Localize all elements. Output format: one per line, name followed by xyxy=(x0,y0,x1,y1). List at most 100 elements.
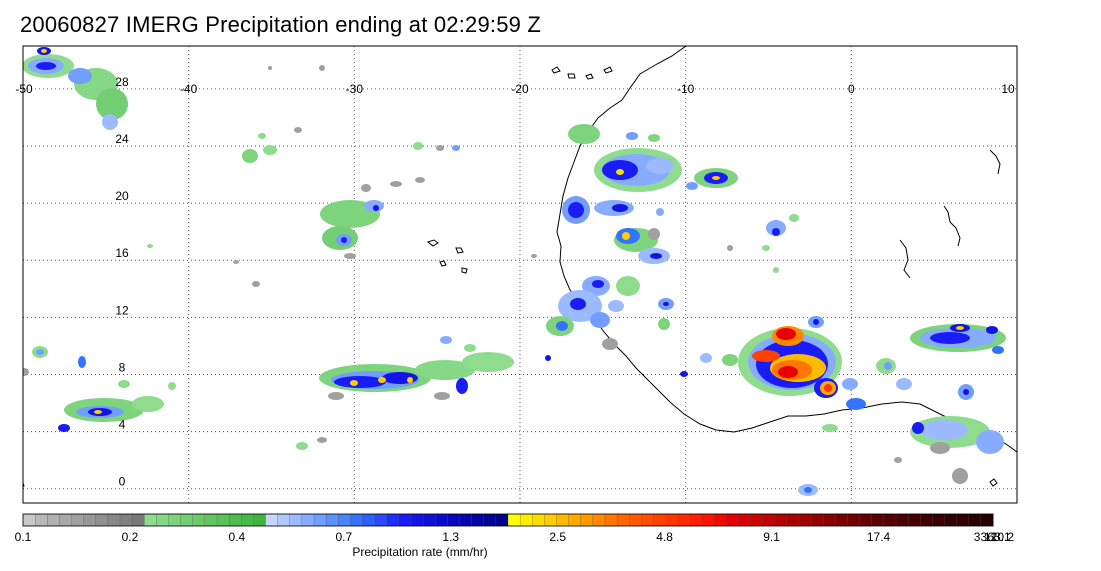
colorbar-swatch xyxy=(495,513,509,527)
colorbar-tick-label: 63.1 xyxy=(987,530,1011,544)
map-frame xyxy=(22,45,1018,504)
gulf-island xyxy=(989,478,998,487)
colorbar-swatch xyxy=(95,513,109,527)
colorbar-swatch xyxy=(325,513,339,527)
precip-cell xyxy=(680,316,866,410)
latitude-label: 4 xyxy=(119,418,126,432)
colorbar-swatch xyxy=(556,513,570,527)
colorbar-swatch xyxy=(22,513,36,527)
colorbar-swatch xyxy=(568,513,582,527)
colorbar-tick-label: 0.4 xyxy=(229,530,246,544)
colorbar-swatch xyxy=(907,513,921,527)
colorbar-swatch xyxy=(641,513,654,527)
colorbar-tick-label: 120.2 xyxy=(984,530,1014,544)
colorbar-swatch xyxy=(726,513,739,527)
colorbar-swatch xyxy=(386,513,400,527)
colorbar-swatch xyxy=(192,513,206,527)
canary-island xyxy=(585,73,594,80)
longitude-label: -30 xyxy=(346,82,364,96)
colorbar-swatch xyxy=(362,513,376,527)
colorbar-swatch xyxy=(883,513,897,527)
graticule xyxy=(23,46,1017,503)
inland-water-feature xyxy=(899,239,911,279)
longitude-label: -10 xyxy=(677,82,695,96)
colorbar-swatch xyxy=(592,513,606,527)
colorbar-swatch xyxy=(944,513,958,527)
colorbar-swatch xyxy=(107,513,121,527)
precip-cell xyxy=(568,124,738,192)
colorbar-swatch xyxy=(859,513,873,527)
precip-cell xyxy=(23,47,128,130)
latitude-label: 20 xyxy=(115,189,129,203)
colorbar-swatch xyxy=(156,513,169,527)
colorbar-tick-label: 33.1 xyxy=(974,530,998,544)
colorbar-swatch xyxy=(519,513,533,527)
colorbar-swatch xyxy=(713,513,727,527)
cape-verde-island xyxy=(426,239,439,247)
colorbar-swatch xyxy=(471,513,485,527)
colorbar-swatch xyxy=(956,513,970,527)
colorbar-swatch xyxy=(119,513,133,527)
gulf-island xyxy=(23,481,25,488)
colorbar-swatch xyxy=(980,513,994,527)
colorbar-swatch xyxy=(168,513,182,527)
colorbar xyxy=(22,513,994,527)
latitude-label: 16 xyxy=(115,246,129,260)
colorbar-tick-label: 9.1 xyxy=(763,530,780,544)
colorbar-tick-label: 1.3 xyxy=(442,530,459,544)
colorbar-swatch xyxy=(689,513,703,527)
colorbar-swatch xyxy=(241,513,254,527)
longitude-tick-labels: -50 -40 -30 -20 -10 0 10 xyxy=(15,82,1015,96)
colorbar-swatch xyxy=(350,513,363,527)
precip-cell xyxy=(320,200,384,259)
cape-verde-island xyxy=(461,267,468,274)
colorbar-tick-label: 17.4 xyxy=(867,530,891,544)
colorbar-swatch xyxy=(83,513,97,527)
precip-cell xyxy=(876,324,1006,400)
longitude-label: 0 xyxy=(848,82,855,96)
latitude-label: 8 xyxy=(119,360,126,374)
colorbar-swatch xyxy=(59,513,72,527)
colorbar-swatch xyxy=(47,513,60,527)
colorbar-swatch xyxy=(374,513,388,527)
precipitation-field xyxy=(23,47,1006,496)
map-plot-area xyxy=(23,46,1017,503)
colorbar-swatch xyxy=(968,513,982,527)
colorbar-swatch xyxy=(871,513,885,527)
precip-cell xyxy=(23,346,176,432)
colorbar-swatch xyxy=(738,513,751,527)
colorbar-swatch xyxy=(750,513,764,527)
colorbar-swatch xyxy=(786,513,800,527)
colorbar-swatch xyxy=(338,513,351,527)
inland-water-feature xyxy=(943,205,961,247)
colorbar-frame xyxy=(22,513,994,527)
colorbar-swatch xyxy=(313,513,327,527)
colorbar-swatch xyxy=(920,513,933,527)
colorbar-swatch xyxy=(204,513,218,527)
colorbar-swatch xyxy=(823,513,836,527)
colorbar-swatch xyxy=(131,513,145,527)
precip-cell xyxy=(545,276,674,361)
colorbar-swatch xyxy=(180,513,194,527)
colorbar-swatch xyxy=(34,513,48,527)
colorbar-swatch xyxy=(507,513,521,527)
colorbar-swatch xyxy=(810,513,824,527)
cape-verde-island xyxy=(439,260,447,267)
precip-cell xyxy=(562,196,670,264)
map-title: 20060827 IMERG Precipitation ending at 0… xyxy=(20,12,542,37)
colorbar-swatch xyxy=(616,513,630,527)
colorbar-swatch xyxy=(289,513,303,527)
longitude-label: 10 xyxy=(1001,82,1015,96)
colorbar-swatch xyxy=(228,513,242,527)
colorbar-swatch xyxy=(544,513,557,527)
colorbar-swatch xyxy=(398,513,412,527)
colorbar-swatch xyxy=(435,513,448,527)
colorbar-swatch xyxy=(410,513,424,527)
colorbar-swatch xyxy=(447,513,460,527)
precip-cell xyxy=(798,416,1004,496)
canary-island xyxy=(551,66,561,74)
colorbar-swatch xyxy=(604,513,618,527)
colorbar-tick-labels: 0.1 0.2 0.4 0.7 1.3 2.5 4.8 9.1 17.4 33.163.1120.… xyxy=(15,530,1015,544)
colorbar-swatch xyxy=(580,513,594,527)
colorbar-swatch xyxy=(301,513,315,527)
